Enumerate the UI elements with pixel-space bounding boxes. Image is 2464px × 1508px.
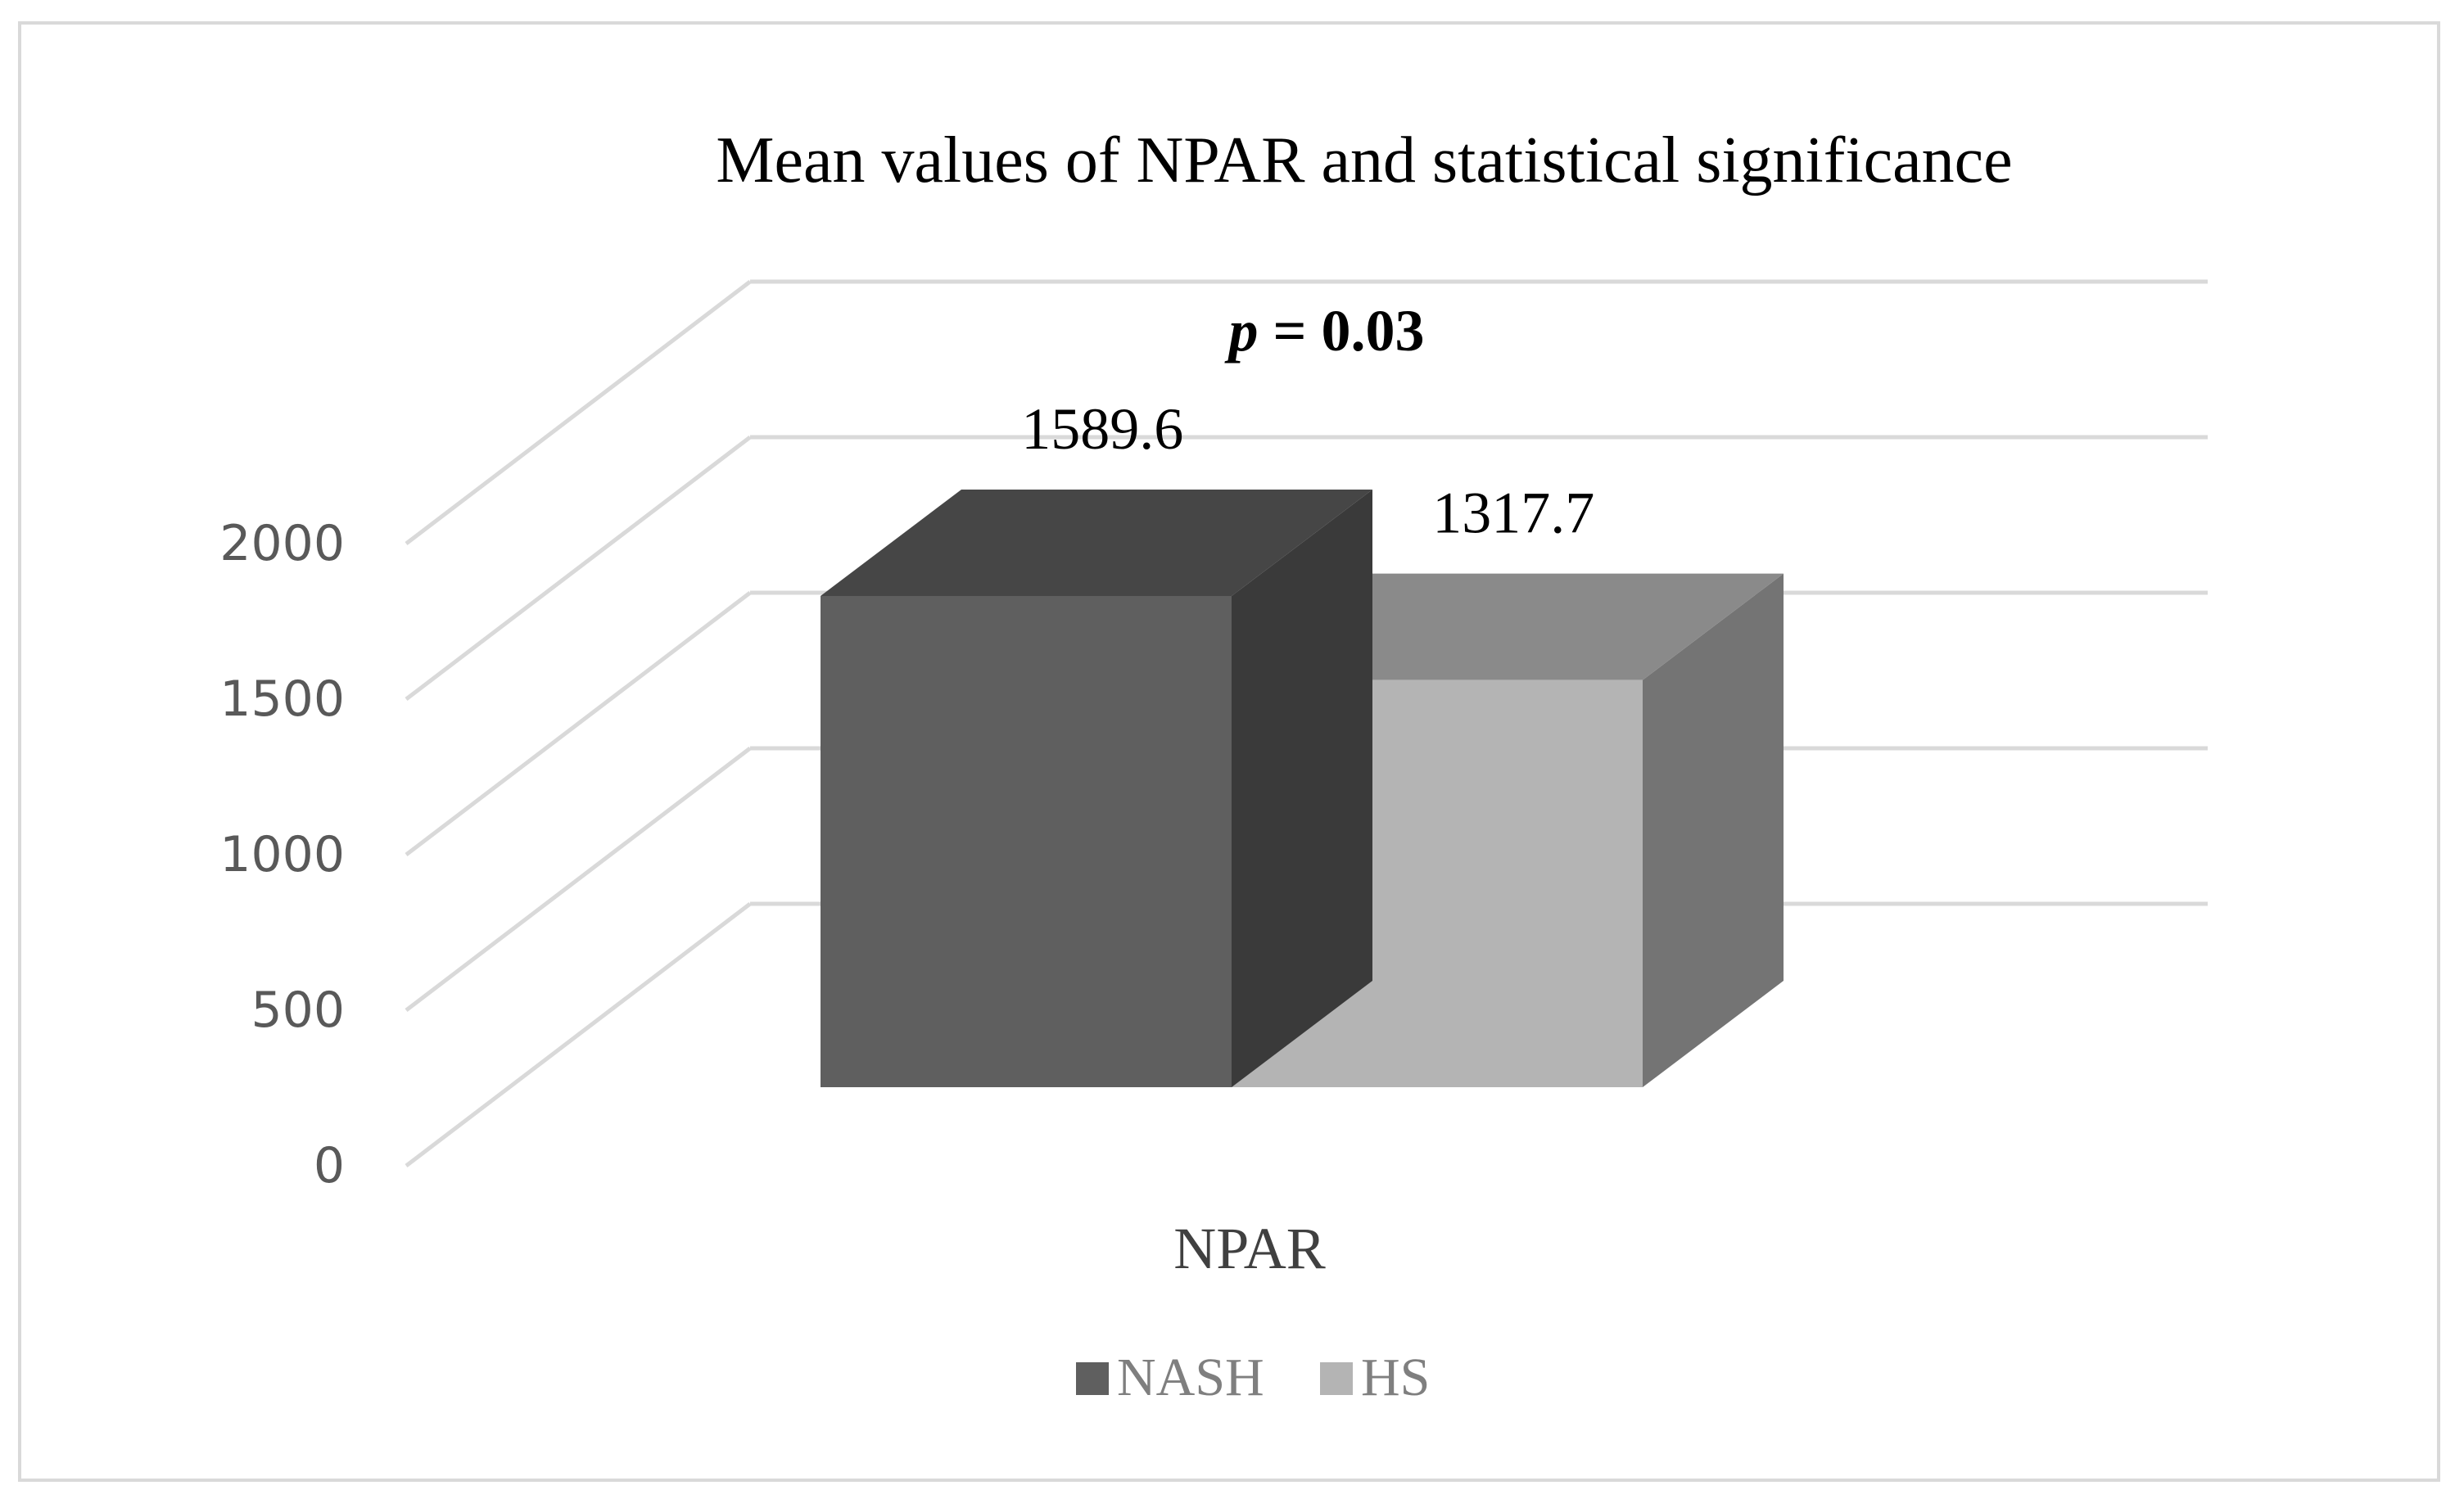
gridline-diagonal-1 xyxy=(405,747,752,1012)
bar-nash-front xyxy=(821,596,1232,1087)
y-tick-label-4: 2000 xyxy=(219,515,345,572)
y-tick-label-2: 1000 xyxy=(219,826,345,883)
data-label-hs: 1317.7 xyxy=(1432,481,1594,546)
p-value-annotation: p = 0.03 xyxy=(1223,298,1424,363)
chart-frame: Mean values of NPAR and statistical sign… xyxy=(18,21,2440,1482)
legend-label-hs: HS xyxy=(1361,1348,1430,1407)
legend: NASH HS xyxy=(1076,1348,1430,1407)
gridline-diagonal-2 xyxy=(405,591,752,856)
y-tick-label-3: 1500 xyxy=(219,670,345,728)
gridline-diagonal-4 xyxy=(405,280,752,545)
data-label-nash: 1589.6 xyxy=(1021,396,1183,462)
y-tick-label-1: 500 xyxy=(251,982,345,1039)
bars xyxy=(821,490,1784,1087)
bar-top-nash xyxy=(821,490,1372,596)
legend-swatch-nash xyxy=(1076,1362,1109,1395)
bar-side-hs xyxy=(1643,573,1784,1087)
bar-side-nash xyxy=(1232,490,1372,1087)
chart-title: Mean values of NPAR and statistical sign… xyxy=(716,124,2012,196)
data-labels: 1589.6 1317.7 xyxy=(1021,396,1594,546)
category-label: NPAR xyxy=(1173,1216,1325,1281)
legend-swatch-hs xyxy=(1320,1362,1353,1395)
p-value-number: = 0.03 xyxy=(1258,298,1424,363)
y-axis-ticks: 0 500 1000 1500 2000 xyxy=(219,515,345,1194)
y-tick-label-0: 0 xyxy=(314,1137,345,1194)
gridline-diagonal-0 xyxy=(405,902,752,1167)
chart-svg: Mean values of NPAR and statistical sign… xyxy=(219,124,2208,1407)
gridline-diagonal-3 xyxy=(405,436,752,701)
legend-label-nash: NASH xyxy=(1117,1348,1264,1407)
p-value-symbol: p xyxy=(1223,298,1258,363)
